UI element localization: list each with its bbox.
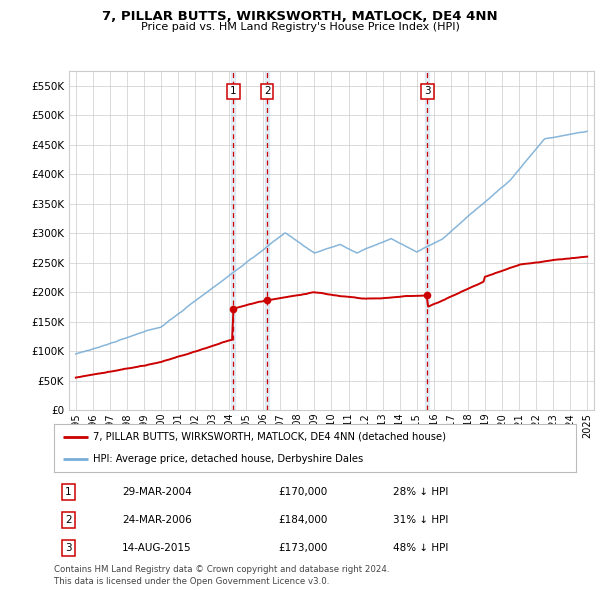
Text: 31% ↓ HPI: 31% ↓ HPI — [394, 514, 449, 525]
Text: £184,000: £184,000 — [278, 514, 328, 525]
Text: Contains HM Land Registry data © Crown copyright and database right 2024.: Contains HM Land Registry data © Crown c… — [54, 565, 389, 574]
Text: Price paid vs. HM Land Registry's House Price Index (HPI): Price paid vs. HM Land Registry's House … — [140, 22, 460, 32]
Text: 1: 1 — [65, 487, 72, 497]
Text: 24-MAR-2006: 24-MAR-2006 — [122, 514, 191, 525]
Text: 7, PILLAR BUTTS, WIRKSWORTH, MATLOCK, DE4 4NN (detached house): 7, PILLAR BUTTS, WIRKSWORTH, MATLOCK, DE… — [93, 432, 446, 442]
Text: £170,000: £170,000 — [278, 487, 328, 497]
Text: 7, PILLAR BUTTS, WIRKSWORTH, MATLOCK, DE4 4NN: 7, PILLAR BUTTS, WIRKSWORTH, MATLOCK, DE… — [102, 10, 498, 23]
Bar — [232, 71, 235, 410]
Text: 29-MAR-2004: 29-MAR-2004 — [122, 487, 191, 497]
Text: 48% ↓ HPI: 48% ↓ HPI — [394, 543, 449, 553]
Bar — [425, 71, 430, 410]
Text: 14-AUG-2015: 14-AUG-2015 — [122, 543, 191, 553]
Text: 2: 2 — [264, 87, 271, 96]
Text: 28% ↓ HPI: 28% ↓ HPI — [394, 487, 449, 497]
Text: £173,000: £173,000 — [278, 543, 328, 553]
Text: 2: 2 — [65, 514, 72, 525]
Text: 3: 3 — [424, 87, 431, 96]
Text: 3: 3 — [65, 543, 72, 553]
Text: 1: 1 — [230, 87, 237, 96]
Text: This data is licensed under the Open Government Licence v3.0.: This data is licensed under the Open Gov… — [54, 577, 329, 586]
Text: HPI: Average price, detached house, Derbyshire Dales: HPI: Average price, detached house, Derb… — [93, 454, 364, 464]
Bar — [265, 71, 269, 410]
